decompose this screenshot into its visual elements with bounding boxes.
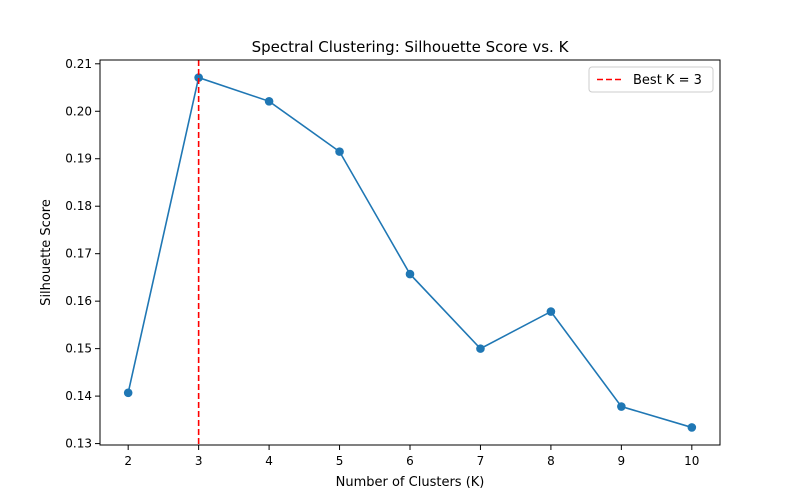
x-tick-label: 6 <box>406 454 414 468</box>
x-tick-label: 5 <box>336 454 344 468</box>
y-tick-label: 0.17 <box>65 247 92 261</box>
y-tick-label: 0.16 <box>65 294 92 308</box>
x-axis-label: Number of Clusters (K) <box>336 475 485 490</box>
data-point-k4 <box>264 97 274 106</box>
y-axis-label: Silhouette Score <box>39 199 54 306</box>
y-tick-label: 0.15 <box>65 342 92 356</box>
data-point-k8 <box>546 307 556 316</box>
data-point-k7 <box>476 344 485 353</box>
y-tick-label: 0.20 <box>65 104 92 118</box>
y-tick-label: 0.14 <box>65 389 92 403</box>
data-point-k6 <box>405 269 415 279</box>
y-axis: 0.13 0.14 0.15 0.16 0.17 0.18 0.19 0.20 0.21 <box>65 57 100 451</box>
data-point-k10 <box>687 423 697 432</box>
series-line <box>127 76 693 429</box>
y-tick-label: 0.18 <box>65 199 92 213</box>
x-tick-label: 4 <box>265 454 273 468</box>
x-tick-label: 2 <box>124 454 132 468</box>
legend: Best K = 3 <box>588 66 714 93</box>
plot-area <box>123 60 697 445</box>
data-point-k5 <box>335 147 344 156</box>
chart-title: Spectral Clustering: Silhouette Score vs… <box>252 38 570 56</box>
x-tick-label: 9 <box>618 454 626 468</box>
y-tick-label: 0.21 <box>65 57 92 71</box>
data-point-k9 <box>617 402 626 411</box>
x-axis: 2 3 4 5 6 7 8 9 10 <box>124 445 699 468</box>
plot-frame <box>99 59 721 446</box>
legend-label-best-k: Best K = 3 <box>633 73 702 88</box>
data-point-k3 <box>194 73 203 82</box>
data-point-k2 <box>123 388 133 398</box>
x-tick-label: 8 <box>547 454 555 468</box>
x-tick-label: 10 <box>684 454 699 468</box>
y-tick-label: 0.19 <box>65 152 92 166</box>
legend-box <box>588 66 714 93</box>
x-tick-label: 3 <box>195 454 203 468</box>
y-tick-label: 0.13 <box>65 437 92 451</box>
x-tick-label: 7 <box>477 454 485 468</box>
